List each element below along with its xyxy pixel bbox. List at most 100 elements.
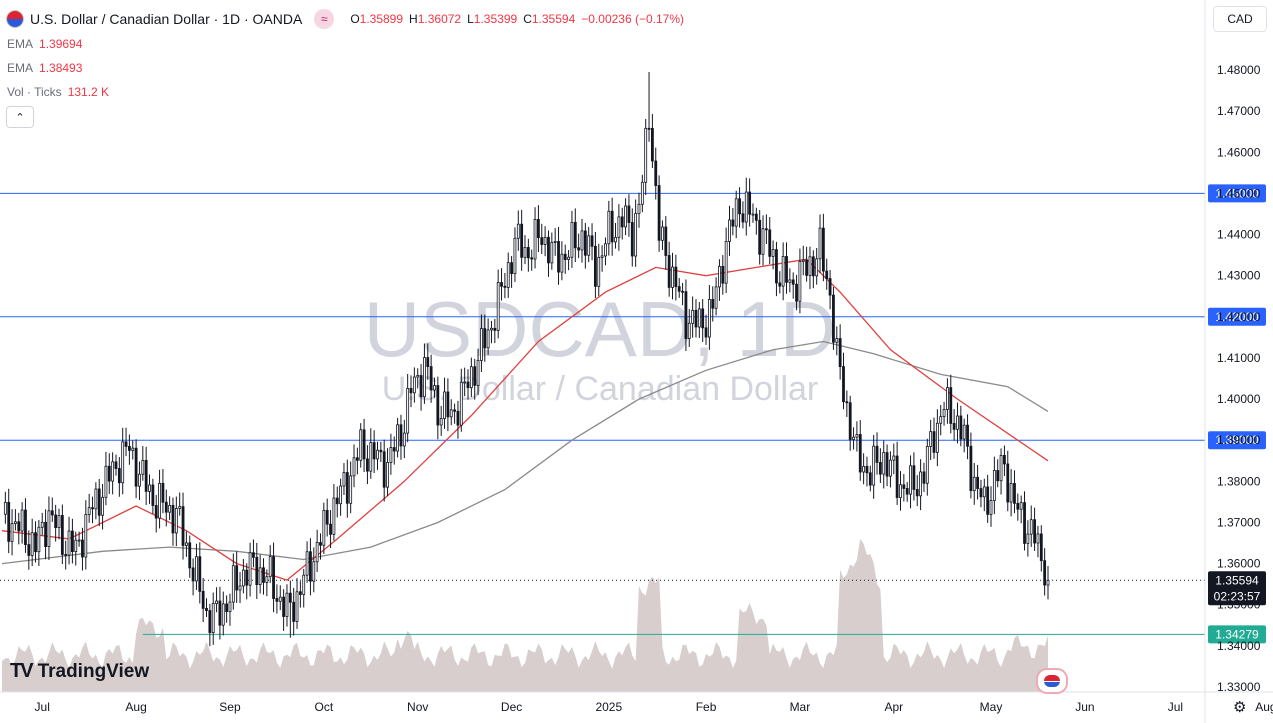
candle <box>433 377 436 398</box>
candle <box>94 482 98 520</box>
candle <box>533 207 537 269</box>
candle-body <box>979 488 983 498</box>
candle-body <box>366 458 369 472</box>
candle-body <box>909 465 912 495</box>
candle-body <box>654 160 658 186</box>
candle-body <box>587 235 591 256</box>
candle-body <box>614 236 617 243</box>
indicator-ema-1[interactable]: EMA 1.39694 <box>7 37 82 51</box>
candle-body <box>369 442 373 472</box>
candle-body <box>10 523 14 542</box>
indicator-ema-2[interactable]: EMA 1.38493 <box>7 61 82 75</box>
candle <box>848 395 852 451</box>
candle <box>634 199 638 267</box>
candle-body <box>245 569 249 586</box>
candle <box>423 343 426 404</box>
watermark-name: U.S. Dollar / Canadian Dollar <box>382 370 819 408</box>
candle <box>593 231 597 299</box>
candle-body <box>899 484 902 498</box>
candle <box>650 114 654 169</box>
candle-body <box>976 476 980 489</box>
candle-body <box>704 327 708 338</box>
candle <box>600 245 604 272</box>
candle-body <box>758 219 762 255</box>
candle <box>171 497 175 546</box>
candle <box>295 578 299 629</box>
candle-body <box>718 265 721 288</box>
candle-body <box>577 247 581 251</box>
candle-body <box>661 226 664 241</box>
ohlc-high: H1.36072 <box>409 12 461 26</box>
candle-body <box>969 445 973 492</box>
candle <box>218 586 222 640</box>
candle <box>141 446 145 481</box>
candle-body <box>298 591 302 595</box>
candle-body <box>409 387 413 394</box>
candle <box>858 420 862 481</box>
candle-body <box>57 515 61 529</box>
indicator-volume[interactable]: Vol · Ticks 131.2 K <box>7 85 109 99</box>
level-price-label: 1.34279 <box>1215 627 1259 641</box>
candle-body <box>701 308 705 329</box>
candle <box>694 299 698 338</box>
candle-body <box>138 473 141 487</box>
candle <box>808 246 812 290</box>
candle <box>761 215 765 266</box>
candle <box>862 453 866 485</box>
currency-button[interactable]: CAD <box>1213 6 1267 32</box>
open-label: O <box>350 12 360 26</box>
candle-body <box>349 475 353 504</box>
candle <box>563 244 567 274</box>
candle-body <box>94 488 98 510</box>
candle-body <box>925 446 929 484</box>
candle <box>288 580 292 638</box>
candle <box>57 508 61 540</box>
candle <box>50 497 54 522</box>
last-price-label: 1.35594 <box>1215 573 1259 587</box>
candle-body <box>151 484 155 506</box>
candle-body <box>513 237 517 274</box>
candle-body <box>221 603 225 626</box>
candle-body <box>81 539 84 558</box>
x-tick-label: Mar <box>790 700 811 714</box>
candle <box>235 551 239 603</box>
candle-body <box>282 596 286 617</box>
candle <box>905 482 909 502</box>
settings-gear-icon[interactable]: ⚙ <box>1233 699 1247 716</box>
volume-area-up <box>2 538 1048 692</box>
candle-body <box>104 465 108 498</box>
candle <box>188 535 192 578</box>
candle <box>124 427 128 457</box>
candle <box>875 432 879 475</box>
chevron-up-icon: ⌃ <box>15 111 25 124</box>
ema-slow-line <box>1 340 1049 565</box>
candle-body <box>868 472 872 486</box>
y-tick-label: 1.39000 <box>1217 433 1261 447</box>
close-label: C <box>523 12 532 26</box>
session-flag-button[interactable] <box>1036 668 1068 694</box>
y-tick-label: 1.40000 <box>1217 392 1261 406</box>
candle <box>540 223 544 255</box>
candle <box>503 272 507 299</box>
candle <box>838 324 842 380</box>
x-tick-label: Jul <box>1168 700 1183 714</box>
price-axis[interactable]: 1.48000 1.47000 1.46000 1.45000 1.44000 1.430… <box>1204 0 1261 723</box>
candle <box>607 200 611 256</box>
candle-body <box>164 501 168 513</box>
candle <box>379 441 383 463</box>
candle-body <box>929 431 933 447</box>
candle-body <box>781 256 785 287</box>
tradingview-logo[interactable]: TV TradingView <box>10 660 149 683</box>
horizontal-levels[interactable]: 1.45000 1.42000 1.39000 1.34279 1.35594 02:23… <box>0 184 1266 644</box>
symbol-title[interactable]: U.S. Dollar / Canadian Dollar · 1D · OAN… <box>30 11 303 27</box>
candle-body <box>312 561 316 582</box>
collapse-indicators-button[interactable]: ⌃ <box>6 106 34 128</box>
compare-icon[interactable]: ≈ <box>314 9 335 29</box>
candle-body <box>1036 533 1040 544</box>
candle-body <box>560 253 564 273</box>
time-axis[interactable]: Jul Aug Sep Oct Nov Dec 2025 Feb Mar Apr May Jun Jul… <box>0 691 1273 714</box>
candle-body <box>842 366 845 403</box>
candle <box>895 441 899 505</box>
candle-body <box>681 290 684 293</box>
